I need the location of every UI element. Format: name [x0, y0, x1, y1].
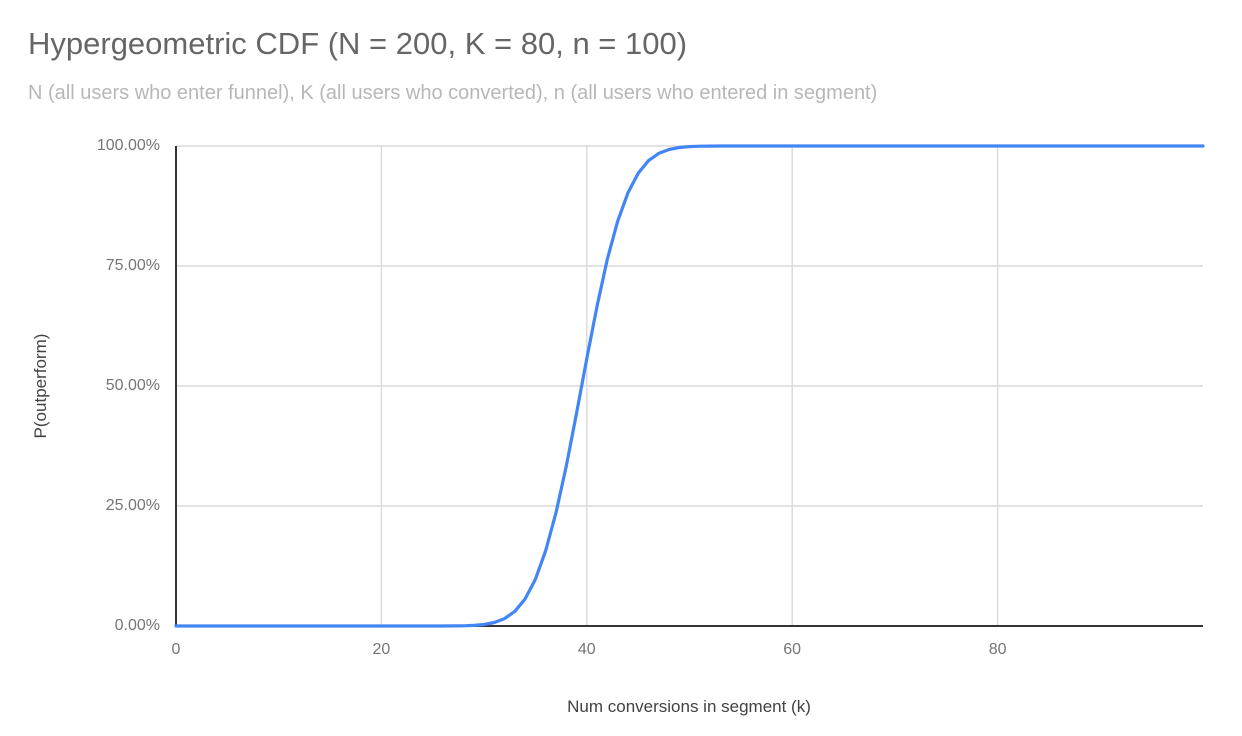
y-axis-title: P(outperform)	[31, 333, 50, 439]
x-tick-label: 20	[372, 641, 391, 658]
chart-title: Hypergeometric CDF (N = 200, K = 80, n =…	[28, 26, 688, 61]
chart-subtitle: N (all users who enter funnel), K (all u…	[28, 82, 878, 104]
x-tick-label: 0	[171, 641, 181, 658]
y-tick-label: 50.00%	[105, 377, 160, 394]
cdf-line-series	[174, 144, 1205, 628]
x-tick-label: 80	[988, 641, 1007, 658]
x-axis-title: Num conversions in segment (k)	[567, 697, 811, 716]
y-tick-label: 0.00%	[114, 617, 160, 634]
y-tick-label: 100.00%	[96, 137, 160, 154]
y-tick-label: 25.00%	[105, 497, 160, 514]
x-tick-label: 60	[783, 641, 802, 658]
x-tick-label: 40	[577, 641, 596, 658]
y-tick-label: 75.00%	[105, 257, 160, 274]
